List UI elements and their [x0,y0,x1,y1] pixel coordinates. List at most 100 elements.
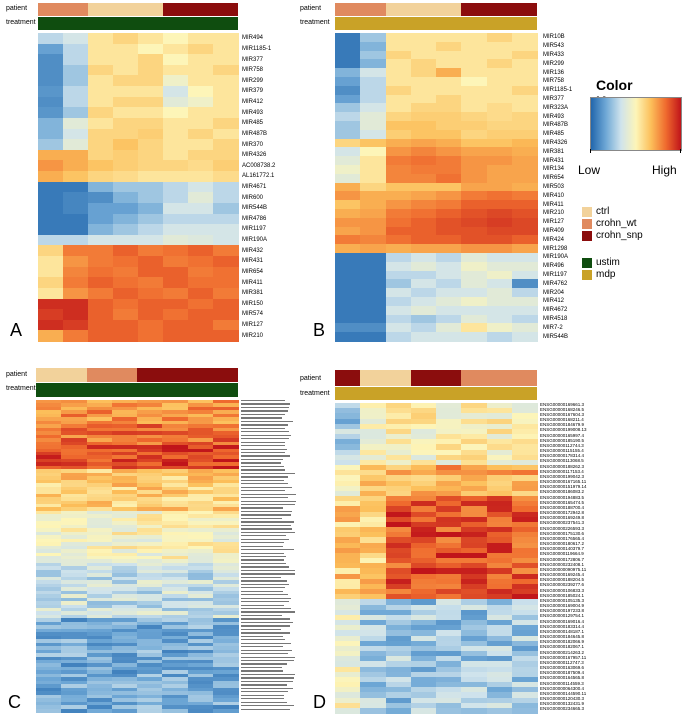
heatmap-cell [137,521,163,526]
heatmap-cell [61,608,88,613]
heatmap-cell [63,75,89,87]
heatmap-cell [137,666,163,672]
row-label: ENSG00000186083.2 [540,489,585,495]
heatmap-cell [335,423,361,430]
heatmap-cell [61,684,88,689]
heatmap-cell [187,587,214,592]
heatmap-cell [360,656,387,663]
heatmap-cell [511,485,538,492]
heatmap-cell [212,497,239,502]
heatmap-cell [187,493,214,498]
heatmap-cell [138,298,164,311]
heatmap-cell [137,687,163,693]
heatmap-cell [113,298,139,311]
treatment-segment [385,17,412,30]
heatmap-cell [212,510,239,516]
heatmap-cell [111,680,138,686]
heatmap-cell [61,476,88,481]
heatmap-cell [410,323,437,334]
row-label-line [241,493,296,495]
legend-label: crohn_wt [596,218,637,229]
heatmap-cell [86,666,113,672]
heatmap-cell [162,684,189,689]
heatmap-cell [61,670,88,675]
heatmap-cell [511,702,538,709]
heatmap-cell [163,86,189,98]
row-label: ENSG00000148187.1 [540,628,585,634]
heatmap-cell [360,645,387,652]
heatmap-cell [36,691,62,696]
heatmap-cell [385,583,412,590]
heatmap-cell [137,497,163,502]
heatmap-cell [212,455,239,460]
heatmap-cell [360,604,387,611]
heatmap-cell [162,493,189,498]
heatmap-cell [61,566,88,571]
heatmap-cell [385,656,412,663]
heatmap-cell [511,459,538,466]
heatmap-cell [360,103,387,114]
heatmap-cell [385,640,412,647]
heatmap-cell [486,423,513,430]
row-label: MIR323A [543,104,569,111]
heatmap-cell [111,666,138,672]
row-label: ENSG00000132431.9 [540,701,585,707]
heatmap-cell [36,483,62,488]
heatmap-cell [461,314,488,325]
heatmap-cell [86,524,113,530]
heatmap-cell [88,287,114,300]
heatmap-cell [486,604,513,611]
panel-label-b: B [313,320,326,340]
heatmap-cell [86,562,113,568]
heatmap-cell [461,217,488,228]
row-label: AL161772.1 [242,173,275,180]
heatmap-cell [335,692,361,699]
heatmap-cell [137,500,163,505]
heatmap-cell [61,486,88,492]
heatmap-cell [410,547,437,554]
heatmap-cell [461,614,488,621]
heatmap-cell [86,590,113,596]
heatmap-cell [163,96,189,109]
heatmap-cell [138,287,164,300]
heatmap-cell [360,288,387,298]
heatmap-cell [187,621,214,627]
heatmap-cell [61,431,88,436]
heatmap-cell [137,441,163,446]
heatmap-cell [36,698,62,703]
heatmap-cell [335,671,361,678]
heatmap-cell [138,234,164,247]
heatmap-cell [461,85,488,96]
heatmap-cell [38,149,64,162]
heatmap-cell [511,651,538,658]
heatmap-cell [511,682,538,689]
heatmap-cell [36,649,62,654]
heatmap-cell [188,96,214,109]
heatmap-cell [162,576,189,582]
heatmap-cell [163,202,189,215]
heatmap-cell [113,213,139,226]
heatmap-cell [486,459,513,466]
heatmap-cell [335,537,361,544]
heatmap-cell [410,661,437,668]
patient-segment [410,370,437,386]
heatmap-cell [188,213,214,226]
row-label: ENSG00000114559.3 [540,680,584,686]
heatmap-cell [385,423,412,430]
heatmap-cell [335,552,361,559]
heatmap-cell [213,160,239,172]
heatmap-cell [461,682,488,689]
heatmap-cell [511,645,538,652]
heatmap-cell [86,504,113,509]
row-label-line [241,413,286,416]
treatment-segment [461,17,487,30]
heatmap-cell [36,441,62,446]
heatmap-cell [410,112,437,122]
heatmap-cell [436,501,462,508]
heatmap-cell [36,705,62,710]
heatmap-cell [111,493,138,498]
heatmap-cell [360,578,387,585]
heatmap-cell [385,475,412,482]
heatmap-cell [36,687,62,693]
heatmap-cell [86,618,113,623]
